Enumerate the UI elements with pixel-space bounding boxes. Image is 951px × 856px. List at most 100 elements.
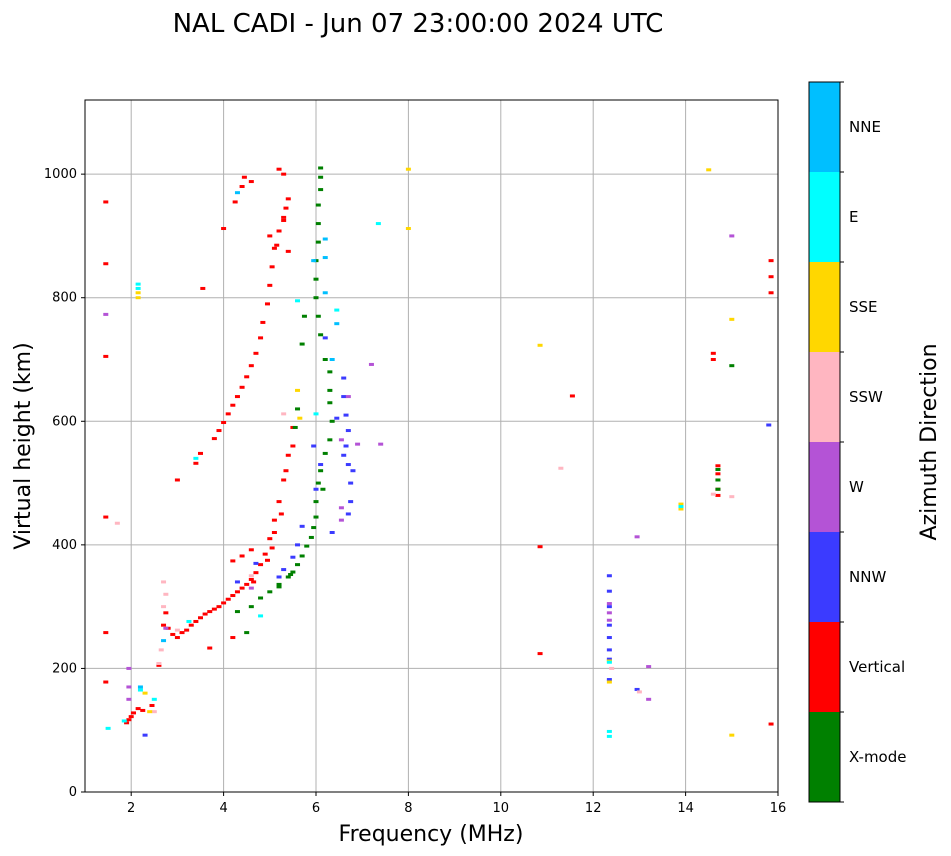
data-point bbox=[216, 429, 222, 433]
data-point bbox=[320, 487, 326, 491]
data-point bbox=[350, 469, 356, 473]
data-point bbox=[253, 571, 259, 575]
colorbar-tick-label: SSW bbox=[849, 388, 883, 406]
data-point bbox=[606, 678, 612, 682]
y-tick-label: 400 bbox=[52, 538, 77, 553]
data-point bbox=[375, 222, 381, 226]
data-point bbox=[156, 663, 162, 667]
data-point bbox=[715, 467, 721, 471]
data-point bbox=[103, 312, 109, 316]
data-point bbox=[729, 364, 735, 368]
x-tick-label: 8 bbox=[404, 801, 412, 816]
data-point bbox=[161, 623, 167, 627]
data-point bbox=[124, 721, 130, 725]
data-point bbox=[193, 461, 199, 465]
data-point bbox=[103, 631, 109, 635]
data-point bbox=[329, 531, 335, 534]
data-point bbox=[313, 500, 319, 504]
data-point bbox=[710, 358, 716, 361]
y-tick-label: 200 bbox=[52, 661, 77, 676]
colorbar-segment bbox=[809, 352, 840, 442]
colorbar-segment bbox=[809, 172, 840, 262]
data-point bbox=[151, 710, 157, 714]
data-point bbox=[706, 168, 712, 172]
data-point bbox=[405, 167, 411, 171]
colorbar-label: Azimuth Direction bbox=[917, 343, 942, 540]
data-point bbox=[768, 722, 774, 726]
data-point bbox=[281, 478, 287, 482]
data-point bbox=[345, 512, 351, 516]
data-point bbox=[327, 370, 333, 374]
series-vertical bbox=[103, 167, 774, 726]
data-point bbox=[216, 605, 222, 609]
data-point bbox=[269, 265, 275, 269]
data-point bbox=[606, 618, 612, 622]
series-w bbox=[103, 234, 735, 701]
data-point bbox=[103, 262, 109, 266]
chart-title: NAL CADI - Jun 07 23:00:00 2024 UTC bbox=[173, 9, 664, 39]
data-point bbox=[170, 632, 176, 636]
data-point bbox=[239, 554, 245, 558]
data-point bbox=[258, 614, 264, 618]
data-point bbox=[318, 469, 324, 473]
data-point bbox=[103, 680, 109, 684]
data-point bbox=[234, 395, 240, 399]
data-point bbox=[646, 665, 652, 669]
data-point bbox=[239, 185, 245, 188]
y-tick-label: 800 bbox=[52, 291, 77, 306]
data-point bbox=[274, 243, 280, 247]
data-point bbox=[278, 512, 284, 516]
data-point bbox=[322, 237, 328, 241]
data-point bbox=[715, 493, 721, 497]
data-point bbox=[345, 395, 351, 399]
data-point bbox=[232, 200, 238, 204]
data-point bbox=[606, 636, 612, 640]
data-point bbox=[768, 275, 774, 279]
data-point bbox=[313, 412, 319, 416]
data-point bbox=[137, 688, 143, 692]
data-point bbox=[327, 401, 333, 405]
data-point bbox=[179, 631, 185, 635]
y-axis-ticks: 0 200 400 600 800 1000 bbox=[44, 167, 85, 800]
data-point bbox=[184, 628, 190, 632]
data-point bbox=[276, 575, 282, 579]
data-point bbox=[295, 299, 301, 303]
data-point bbox=[135, 286, 141, 290]
data-point bbox=[126, 666, 132, 670]
data-point bbox=[142, 733, 148, 737]
data-point bbox=[405, 227, 411, 231]
data-point bbox=[322, 336, 328, 340]
data-point bbox=[281, 172, 287, 176]
data-point bbox=[174, 628, 180, 632]
colorbar-tick-label: W bbox=[849, 478, 864, 496]
data-point bbox=[322, 358, 328, 361]
data-point bbox=[248, 574, 254, 578]
data-point bbox=[299, 524, 305, 528]
data-point bbox=[343, 444, 349, 448]
data-point bbox=[301, 314, 307, 318]
data-point bbox=[244, 375, 250, 379]
data-point bbox=[271, 246, 277, 250]
data-point bbox=[729, 317, 735, 321]
data-point bbox=[537, 652, 543, 656]
data-point bbox=[318, 175, 324, 179]
data-point bbox=[606, 729, 612, 733]
data-point bbox=[606, 602, 612, 606]
colorbar: X-mode Vertical NNW W SSW SSE E NNE bbox=[808, 81, 906, 803]
data-point bbox=[634, 687, 640, 691]
data-point bbox=[126, 685, 132, 689]
data-point bbox=[198, 616, 203, 620]
data-point bbox=[322, 291, 328, 295]
data-point bbox=[606, 605, 612, 609]
data-point bbox=[295, 407, 301, 411]
data-point bbox=[606, 611, 612, 615]
data-point bbox=[678, 507, 684, 511]
data-point bbox=[569, 394, 575, 398]
data-point bbox=[634, 535, 640, 539]
data-point bbox=[248, 180, 254, 184]
colorbar-tick-label: X-mode bbox=[849, 748, 906, 766]
data-point bbox=[768, 259, 774, 263]
data-point bbox=[315, 203, 321, 207]
data-point bbox=[315, 222, 321, 226]
data-point bbox=[299, 342, 305, 346]
